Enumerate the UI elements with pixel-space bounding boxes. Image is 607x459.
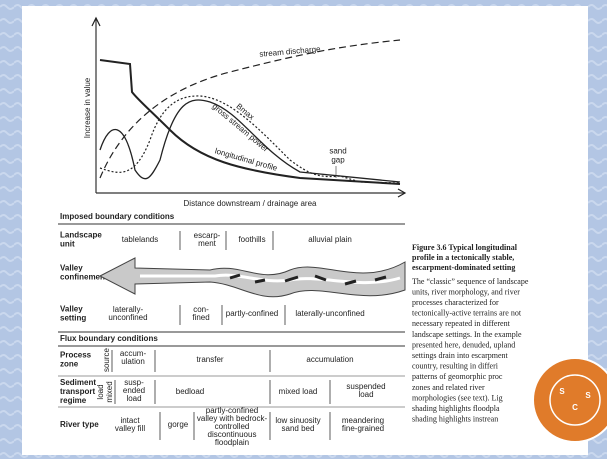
row-label: River type <box>60 420 99 429</box>
label: sand bed <box>282 424 315 433</box>
row-label: Valley <box>60 305 83 314</box>
label: load <box>126 394 141 403</box>
caption-line: presented here, denuded, upland <box>412 340 515 349</box>
label: partly-confined <box>226 309 278 318</box>
row-label: Landscape <box>60 231 102 240</box>
section-title: Imposed boundary conditions <box>60 212 175 221</box>
logo-letter: C <box>572 403 578 412</box>
label: mixed <box>105 381 114 402</box>
caption-line: settings drain into escarpment <box>412 351 509 360</box>
label: floodplain <box>215 438 249 447</box>
caption-title: Figure 3.6 Typical longitudinal <box>412 243 518 252</box>
label: valley fill <box>115 424 145 433</box>
label: ulation <box>121 357 145 366</box>
row-label: unit <box>60 240 75 249</box>
label: tablelands <box>122 235 158 244</box>
axis-label: Increase in value <box>83 77 92 138</box>
curve-label: gap <box>331 156 345 165</box>
section-title: Flux boundary conditions <box>60 334 158 343</box>
row-label: Valley <box>60 264 83 273</box>
label: source <box>102 347 111 372</box>
logo-letter: S <box>585 391 591 400</box>
caption-line: shading highlights instrean <box>412 415 498 424</box>
label: bedload <box>176 387 204 396</box>
label: fine-grained <box>342 424 384 433</box>
row-label: setting <box>60 314 86 323</box>
logo <box>533 358 607 442</box>
caption-line: shading highlights floodpla <box>412 404 500 413</box>
slide: Increase in value Distance downstream / d… <box>0 0 607 459</box>
row-label: Process <box>60 351 92 360</box>
label: load <box>358 390 373 399</box>
label: foothills <box>238 235 265 244</box>
row-label: transport <box>60 387 95 396</box>
caption-line: landscape settings. In the example <box>412 330 522 339</box>
logo-letter: S <box>559 387 565 396</box>
caption-line: processes characterized for <box>412 298 499 307</box>
label: accumulation <box>306 355 353 364</box>
row-label: Sediment <box>60 378 96 387</box>
axis-label: Distance downstream / drainage area <box>184 199 318 208</box>
label: alluvial plain <box>308 235 352 244</box>
caption-line: units, river morphology, and river <box>412 287 520 296</box>
caption-line: The “classic” sequence of landscape <box>412 277 529 286</box>
caption-line: zones and related river <box>412 383 485 392</box>
page: Increase in value Distance downstream / d… <box>0 0 607 459</box>
row-label: regime <box>60 396 87 405</box>
curve-label: sand <box>329 147 346 156</box>
caption-title: escarpment-dominated setting <box>412 263 515 272</box>
label: fined <box>192 313 209 322</box>
caption-line: tectonically-active terrains are not <box>412 309 522 318</box>
label: load <box>96 384 105 399</box>
caption-line: country, resulting in differi <box>412 362 499 371</box>
label: transfer <box>196 355 223 364</box>
label: gorge <box>168 420 189 429</box>
label: mixed load <box>279 387 318 396</box>
caption-title: profile in a tectonically stable, <box>412 253 514 262</box>
caption-line: necessary repeated in different <box>412 319 511 328</box>
caption-line: patterns of geomorphic proc <box>412 372 503 381</box>
label: ment <box>198 239 217 248</box>
row-label: confinement <box>60 273 108 282</box>
caption-line: morphologies (see text). Lig <box>412 393 503 402</box>
label: unconfined <box>108 313 147 322</box>
label: laterally-unconfined <box>295 309 364 318</box>
row-label: zone <box>60 360 79 369</box>
